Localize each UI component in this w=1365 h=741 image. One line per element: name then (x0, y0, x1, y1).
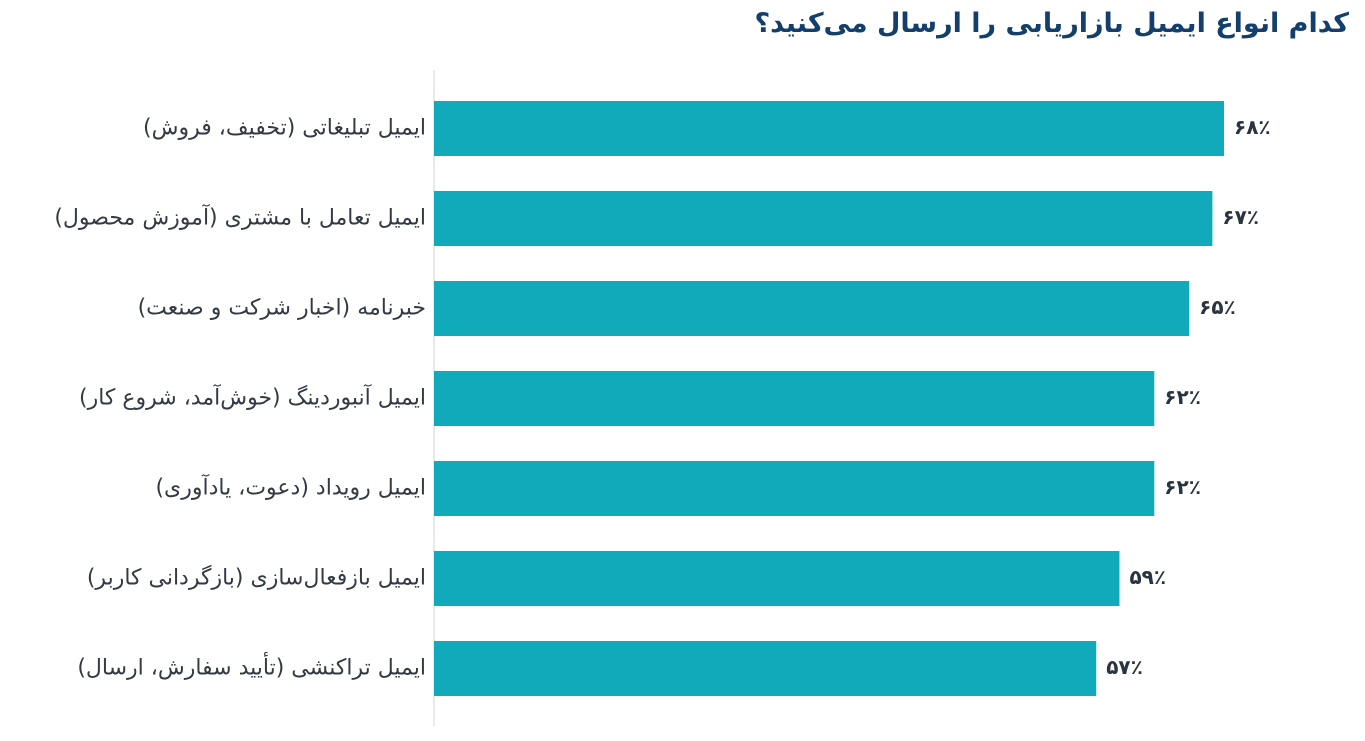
value-label-3: ۶۵٪ (1199, 295, 1236, 319)
bar-2 (434, 191, 1213, 246)
value-label-6: ۵۹٪ (1129, 565, 1166, 589)
category-label-5: ایمیل رویداد (دعوت، یادآوری) (155, 474, 426, 501)
chart-title: کدام انواع ایمیل بازاریابی را ارسال می‌ک… (754, 8, 1349, 39)
category-label-3: خبرنامه (اخبار شرکت و صنعت) (138, 296, 426, 321)
value-label-5: ۶۲٪ (1164, 475, 1201, 499)
bar-4 (434, 371, 1155, 426)
value-label-7: ۵۷٪ (1106, 655, 1143, 679)
category-label-6: ایمیل بازفعال‌سازی (بازگردانی کاربر) (87, 565, 426, 591)
value-label-2: ۶۷٪ (1222, 205, 1259, 229)
category-label-1: ایمیل تبلیغاتی (تخفیف، فروش) (143, 116, 426, 141)
bar-6 (434, 551, 1120, 606)
category-labels: ایمیل تبلیغاتی (تخفیف، فروش) ایمیل تعامل … (54, 116, 426, 681)
bars-group (434, 101, 1224, 696)
category-label-7: ایمیل تراکنشی (تأیید سفارش، ارسال) (77, 652, 426, 681)
category-label-2: ایمیل تعامل با مشتری (آموزش محصول) (54, 204, 426, 231)
bar-1 (434, 101, 1224, 156)
bar-5 (434, 461, 1155, 516)
category-label-4: ایمیل آنبوردینگ (خوش‌آمد، شروع کار) (79, 384, 426, 411)
bar-7 (434, 641, 1097, 696)
bar-3 (434, 281, 1190, 336)
value-label-1: ۶۸٪ (1234, 115, 1271, 139)
value-label-4: ۶۲٪ (1164, 385, 1201, 409)
value-labels: ۶۸٪ ۶۷٪ ۶۵٪ ۶۲٪ ۶۲٪ ۵۹٪ ۵۷٪ (1106, 115, 1270, 679)
